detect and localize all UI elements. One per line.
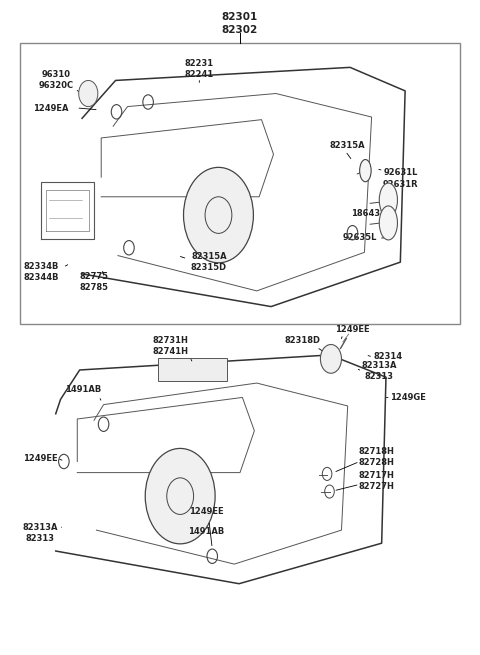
Text: 1491AB: 1491AB [65, 385, 101, 394]
Text: 82717H
82727H: 82717H 82727H [359, 471, 395, 491]
Text: 82313A
82313: 82313A 82313 [22, 523, 58, 544]
Text: 18643D: 18643D [351, 209, 387, 217]
Text: 92635L: 92635L [342, 233, 377, 242]
Text: 82314: 82314 [374, 352, 403, 362]
Ellipse shape [379, 183, 397, 217]
Text: 1249EE: 1249EE [335, 325, 370, 334]
FancyBboxPatch shape [157, 358, 227, 381]
Circle shape [145, 449, 215, 544]
Text: 82301
82302: 82301 82302 [222, 12, 258, 35]
Text: 82731H
82741H: 82731H 82741H [153, 336, 189, 356]
Text: 96310
96320C: 96310 96320C [38, 70, 73, 90]
Text: 82718H
82728H: 82718H 82728H [359, 447, 395, 467]
Text: 1491AB: 1491AB [188, 527, 225, 536]
Text: 92631L
92631R: 92631L 92631R [383, 168, 418, 189]
Text: 1249EA: 1249EA [33, 104, 69, 113]
Ellipse shape [360, 160, 371, 181]
Text: 1249EE: 1249EE [189, 508, 224, 516]
Text: 82334B
82344B: 82334B 82344B [24, 262, 59, 282]
Text: 82315A: 82315A [330, 141, 365, 150]
Text: 1249EE: 1249EE [23, 454, 57, 462]
Text: 82231
82241: 82231 82241 [185, 59, 214, 79]
Text: 82775
82785: 82775 82785 [80, 272, 108, 291]
Text: 82313A
82313: 82313A 82313 [361, 362, 396, 381]
Circle shape [321, 345, 341, 373]
Text: 82315A
82315D: 82315A 82315D [191, 252, 227, 272]
Text: 1249GE: 1249GE [390, 393, 425, 402]
Text: 82318D: 82318D [284, 336, 320, 345]
Circle shape [183, 168, 253, 263]
Ellipse shape [379, 206, 397, 240]
Circle shape [79, 81, 98, 107]
